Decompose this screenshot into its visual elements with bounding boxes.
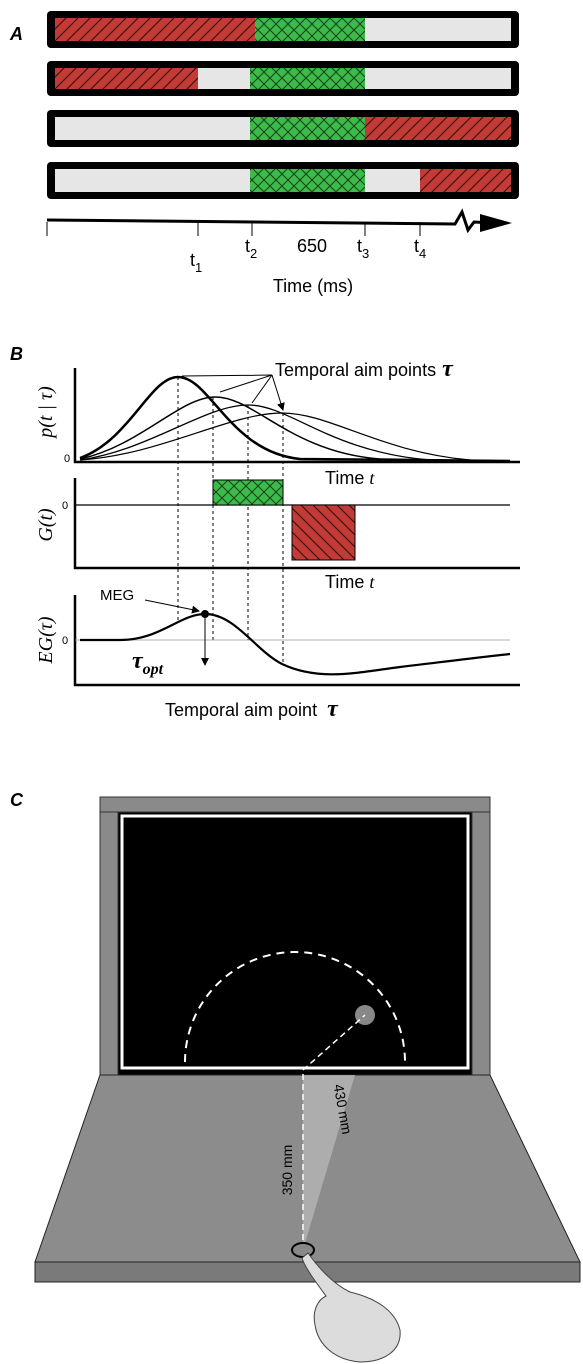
tau-symbol: τ: [132, 648, 144, 674]
penalty-region: [55, 18, 255, 41]
penalty-region: [365, 117, 511, 140]
x-axis-var: τ: [327, 696, 339, 722]
time-axis: [46, 208, 512, 236]
x-axis-var: t: [369, 468, 375, 488]
zero-label: 0: [64, 453, 70, 465]
reward-region: [250, 117, 365, 140]
hand: [301, 1252, 401, 1363]
y-axis-label: G(t): [35, 508, 57, 542]
penalty-region: [420, 169, 511, 192]
tick-label: t1: [190, 250, 202, 275]
panel-label: B: [10, 344, 23, 364]
neutral-region: [198, 68, 250, 89]
y-axis-label: p(t | τ): [35, 386, 57, 440]
target-arc: [184, 951, 406, 1063]
annotation: MEG: [100, 587, 134, 604]
tau-sub: opt: [143, 661, 164, 678]
zero-label: 0: [62, 500, 68, 512]
neutral-region: [365, 169, 420, 192]
reach-wedge: [303, 1075, 355, 1250]
tick-sub: 2: [250, 246, 257, 261]
apparatus: [34, 796, 581, 1363]
tick-label: t3: [357, 236, 369, 261]
reward-region: [250, 68, 365, 89]
tick-text: t: [190, 250, 195, 270]
neutral-region: [365, 68, 511, 89]
reward-region: [250, 169, 365, 192]
annotation-text: Temporal aim points: [275, 360, 436, 380]
x-axis-text: Temporal aim point: [165, 700, 317, 720]
trial-bars: [47, 11, 519, 199]
neutral-region: [365, 18, 511, 41]
annotation: Temporal aim points τ: [275, 356, 454, 382]
tick-label: 650: [297, 236, 327, 256]
monitor-side: [99, 811, 119, 1078]
bottom-plot: [73, 595, 520, 687]
x-axis-text: Time: [325, 572, 364, 592]
reward-region: [255, 18, 365, 41]
tick-text: t: [357, 236, 362, 256]
monitor-side: [471, 811, 491, 1078]
tick-label: t2: [245, 236, 257, 261]
neutral-region: [55, 169, 250, 192]
tick-text: t: [245, 236, 250, 256]
panel-label: A: [9, 24, 23, 44]
annotation: τopt: [132, 648, 164, 678]
distance-label: 350 mm: [279, 1145, 295, 1196]
monitor-top: [99, 796, 491, 813]
panel-label: C: [10, 790, 24, 810]
penalty-region: [55, 68, 198, 89]
tick-sub: 1: [195, 260, 202, 275]
axis-label: Time (ms): [273, 276, 353, 296]
neutral-region: [55, 117, 250, 140]
y-axis-label: EG(τ): [35, 616, 57, 664]
tick-sub: 3: [362, 246, 369, 261]
start-position: [291, 1242, 315, 1258]
x-axis-label: Temporal aim point τ: [165, 696, 339, 722]
x-axis-label: Time t: [325, 572, 375, 592]
tick-label: t4: [414, 236, 426, 261]
top-plot: [73, 368, 520, 662]
x-axis-label: Time t: [325, 468, 375, 488]
tick-text: t: [414, 236, 419, 256]
distance-lines: [302, 1014, 366, 1250]
zero-label: 0: [62, 635, 68, 647]
tick-sub: 4: [419, 246, 426, 261]
tau-symbol: τ: [442, 356, 454, 382]
middle-plot: [73, 478, 520, 570]
x-axis-var: t: [369, 572, 375, 592]
x-axis-text: Time: [325, 468, 364, 488]
screen-border: [120, 814, 470, 1070]
